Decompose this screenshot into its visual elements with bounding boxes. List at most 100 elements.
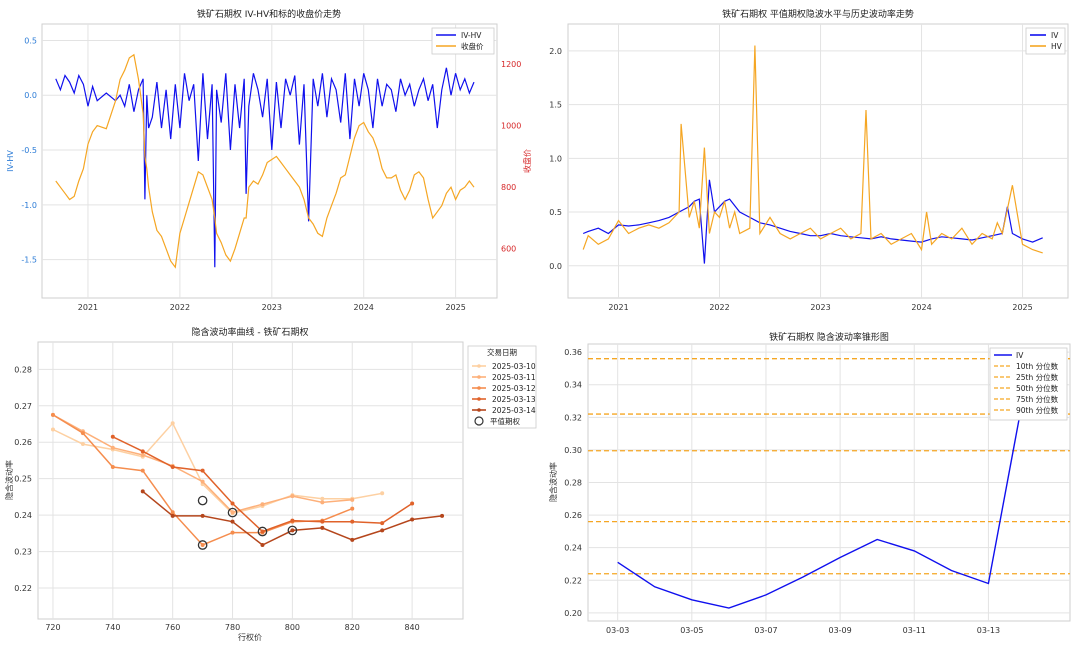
iv-cone-chart: 铁矿石期权 隐含波动率锥形图 隐含波动率 03-03 03-05 03-07 03-0… — [548, 331, 1071, 635]
legend-marker-2025-03-13 — [477, 397, 481, 401]
y-tick-label: 0.22 — [564, 576, 582, 585]
legend-label-hv: HV — [1051, 42, 1063, 51]
atm-marker — [197, 495, 208, 506]
legend-label-quantile: 10th 分位数 — [1016, 361, 1059, 371]
chart-title: 隐含波动率曲线 - 铁矿石期权 — [192, 326, 309, 338]
y-tick-label: 2.0 — [549, 47, 562, 56]
y-tick-label-right: 1200 — [501, 60, 521, 69]
legend-label-iv-hv: IV-HV — [461, 31, 482, 40]
y-tick-label: 0.25 — [14, 475, 32, 484]
y-tick-label: 0.34 — [564, 381, 582, 390]
data-point — [110, 445, 115, 450]
data-point — [380, 521, 385, 526]
chart-title: 铁矿石期权 平值期权隐波水平与历史波动率走势 — [722, 8, 914, 20]
x-tick-label: 03-05 — [680, 626, 703, 635]
legend-swatch-atm — [474, 416, 484, 426]
y-tick-label: 0.26 — [564, 511, 582, 520]
x-tick-label: 2023 — [262, 303, 282, 312]
data-point — [110, 434, 115, 439]
data-point — [290, 528, 295, 533]
y-tick-label: 0.23 — [14, 548, 32, 557]
data-point — [200, 543, 205, 548]
chart-title: 铁矿石期权 隐含波动率锥形图 — [769, 331, 889, 343]
legend: 交易日期 2025-03-10 2025-03-11 2025-03-12 2025-… — [467, 345, 537, 429]
data-point — [200, 513, 205, 518]
x-tick-label: 2021 — [78, 303, 98, 312]
x-tick-label: 720 — [45, 623, 60, 632]
y-tick-label: 0.27 — [14, 402, 32, 411]
data-point — [170, 465, 175, 470]
legend-label-2025-03-14: 2025-03-14 — [492, 406, 536, 415]
x-tick-label: 03-13 — [977, 626, 1000, 635]
data-point — [230, 510, 235, 515]
y-tick-label-right: 600 — [501, 245, 516, 254]
legend-label-2025-03-12: 2025-03-12 — [492, 384, 536, 393]
data-point — [50, 412, 55, 417]
legend: IV-HV 收盘价 — [431, 27, 495, 55]
series-line-iv-hv — [55, 67, 475, 268]
x-tick-label: 2021 — [608, 303, 628, 312]
x-tick-label: 03-11 — [903, 626, 926, 635]
legend-label-price: 收盘价 — [461, 41, 484, 51]
legend-marker-2025-03-10 — [477, 364, 481, 368]
data-point — [290, 518, 295, 523]
legend-label-atm: 平值期权 — [490, 416, 520, 426]
iv-hv-price-chart: 铁矿石期权 IV-HV和标的收盘价走势 IV-HV 收盘价 2021 2022 20… — [6, 8, 532, 312]
data-point — [230, 530, 235, 535]
data-point — [200, 468, 205, 473]
data-point — [260, 529, 265, 534]
atm-marker — [257, 526, 268, 537]
data-point — [410, 501, 415, 506]
y-tick-label-left: -1.5 — [21, 256, 37, 265]
plot-frame — [37, 341, 464, 620]
legend-title: 交易日期 — [487, 347, 517, 357]
data-point — [80, 442, 85, 447]
x-tick-label: 820 — [345, 623, 360, 632]
legend-marker-2025-03-14 — [477, 408, 481, 412]
legend-label-2025-03-10: 2025-03-10 — [492, 362, 536, 371]
series-line-2025-03-10 — [52, 421, 383, 515]
data-point — [80, 431, 85, 436]
x-tick-label: 2025 — [1012, 303, 1032, 312]
x-tick-label: 800 — [285, 623, 300, 632]
series-line-hv — [582, 45, 1043, 254]
data-point — [110, 465, 115, 470]
legend-marker-2025-03-12 — [477, 386, 481, 390]
data-point — [320, 496, 325, 501]
atm-marker — [287, 525, 298, 536]
y-tick-label: 0.24 — [564, 544, 582, 553]
data-point — [320, 519, 325, 524]
plot-frame — [567, 23, 1069, 299]
atm-iv-hv-chart: 铁矿石期权 平值期权隐波水平与历史波动率走势 2021 2022 2023 2024 2… — [549, 8, 1069, 312]
y-tick-label: 0.22 — [14, 584, 32, 593]
y-tick-label: 0.36 — [564, 348, 582, 357]
data-point — [230, 501, 235, 506]
y-tick-label: 0.20 — [564, 609, 582, 618]
data-point — [170, 513, 175, 518]
data-point — [410, 517, 415, 522]
y-tick-label: 0.30 — [564, 446, 582, 455]
x-tick-label: 2024 — [354, 303, 374, 312]
x-tick-label: 2024 — [911, 303, 931, 312]
y-axis-right-label: 收盘价 — [522, 149, 532, 173]
data-point — [50, 427, 55, 432]
y-tick-label-left: 0.5 — [24, 36, 37, 45]
data-point — [350, 497, 355, 502]
y-axis-label: 隐含波动率 — [548, 462, 558, 502]
legend-label-iv: IV — [1051, 31, 1059, 40]
y-tick-label-right: 1000 — [501, 122, 521, 131]
legend-label-quantile: 75th 分位数 — [1016, 394, 1059, 404]
series-line-iv — [582, 179, 1043, 264]
x-axis-label: 行权价 — [238, 632, 262, 642]
data-point — [200, 479, 205, 484]
legend-label-quantile: 50th 分位数 — [1016, 383, 1059, 393]
data-point — [260, 502, 265, 507]
data-point — [230, 519, 235, 524]
data-point — [380, 528, 385, 533]
data-point — [380, 491, 385, 496]
y-tick-label: 0.28 — [14, 365, 32, 374]
legend-marker-2025-03-11 — [477, 375, 481, 379]
data-point — [140, 449, 145, 454]
